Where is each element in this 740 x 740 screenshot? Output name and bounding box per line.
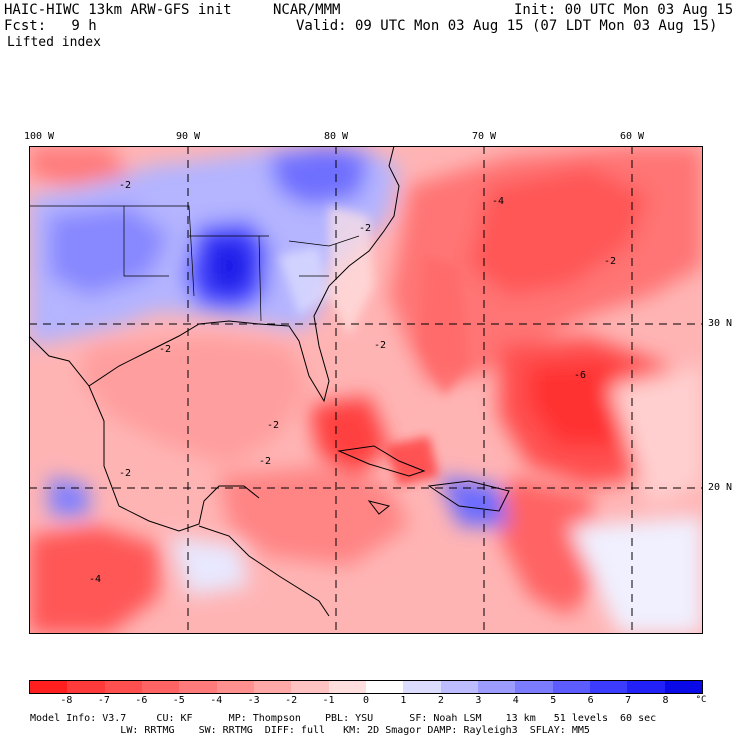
contour-label: -2 — [604, 256, 616, 267]
colorbar-cell — [104, 681, 142, 693]
valid-time: Valid: 09 UTC Mon 03 Aug 15 (07 LDT Mon … — [296, 18, 718, 34]
contour-label: -4 — [89, 574, 101, 585]
contour-label: -2 — [159, 344, 171, 355]
organization-label: NCAR/MMM — [273, 2, 341, 18]
lon-label-70w: 70 W — [471, 131, 497, 142]
colorbar-tick-label: 1 — [400, 695, 407, 706]
colorbar-tick-label: 3 — [475, 695, 482, 706]
colorbar-cell — [440, 681, 478, 693]
colorbar-unit: °C — [695, 695, 707, 705]
contour-label: -6 — [574, 370, 586, 381]
colorbar-cell — [627, 681, 665, 693]
colorbar-cell — [664, 681, 702, 693]
lon-label-60w: 60 W — [619, 131, 645, 142]
contour-label: -4 — [492, 196, 504, 207]
init-time: Init: 00 UTC Mon 03 Aug 15 — [514, 2, 734, 18]
colorbar-tick-label: -7 — [97, 695, 110, 706]
product-title: HAIC-HIWC 13km ARW-GFS init — [4, 2, 232, 18]
colorbar-tick-label: -8 — [60, 695, 73, 706]
colorbar-cell — [552, 681, 590, 693]
colorbar-tick-label: 6 — [587, 695, 594, 706]
state-borders — [29, 205, 360, 322]
colorbar — [29, 680, 703, 694]
contour-label: -2 — [267, 420, 279, 431]
contour-labels: -2 -2 -2 -2 -2 -2 -2 -4 -4 -6 -2 — [89, 180, 616, 585]
colorbar-cell — [477, 681, 516, 693]
colorbar-tick-label: 0 — [362, 695, 370, 706]
model-info-line-1: Model Info: V3.7 CU: KF MP: Thompson PBL… — [30, 713, 657, 724]
lat-label-30n: 30 N — [708, 318, 733, 329]
lat-lon-grid — [29, 146, 703, 634]
lifted-index-map: -2 -2 -2 -2 -2 -2 -2 -4 -4 -6 -2 — [29, 146, 703, 634]
colorbar-tick-label: -4 — [210, 695, 223, 706]
contour-label: -2 — [119, 468, 131, 479]
colorbar-tick-label: 7 — [625, 695, 632, 706]
colorbar-cell — [141, 681, 180, 693]
colorbar-tick-label: 5 — [550, 695, 557, 706]
colorbar-tick-label: -1 — [322, 695, 335, 706]
forecast-hour: Fcst: 9 h — [4, 18, 97, 34]
map-frame — [29, 146, 703, 634]
colorbar-cell — [403, 681, 441, 693]
colorbar-tick-label: 8 — [662, 695, 669, 706]
colorbar-cell — [589, 681, 628, 693]
colorbar-tick-label: 2 — [437, 695, 444, 706]
colorbar-cell — [515, 681, 553, 693]
colorbar-tick-label: 4 — [512, 695, 519, 706]
lon-label-90w: 90 W — [175, 131, 201, 142]
colorbar-cell — [30, 681, 68, 693]
contour-label: -2 — [259, 456, 271, 467]
colorbar-tick-label: -6 — [135, 695, 148, 706]
colorbar-cell — [253, 681, 292, 693]
colorbar-tick-label: -5 — [172, 695, 185, 706]
contour-label: -2 — [359, 223, 371, 234]
contour-label: -2 — [119, 180, 131, 191]
colorbar-tick-label: -2 — [285, 695, 298, 706]
lat-label-20n: 20 N — [708, 482, 733, 493]
field-fine-structure — [279, 206, 469, 486]
colorbar-cell — [328, 681, 366, 693]
colorbar-cell — [291, 681, 329, 693]
field-name: Lifted index — [7, 35, 101, 50]
model-info-line-2: LW: RRTMG SW: RRTMG DIFF: full KM: 2D Sm… — [30, 725, 590, 736]
colorbar-cell — [365, 681, 404, 693]
lon-label-80w: 80 W — [323, 131, 349, 142]
colorbar-cell — [179, 681, 217, 693]
colorbar-tick-label: -3 — [247, 695, 260, 706]
colorbar-cell — [67, 681, 105, 693]
lon-label-100w: 100 W — [23, 131, 55, 142]
contour-label: -2 — [374, 340, 386, 351]
colorbar-cell — [216, 681, 254, 693]
